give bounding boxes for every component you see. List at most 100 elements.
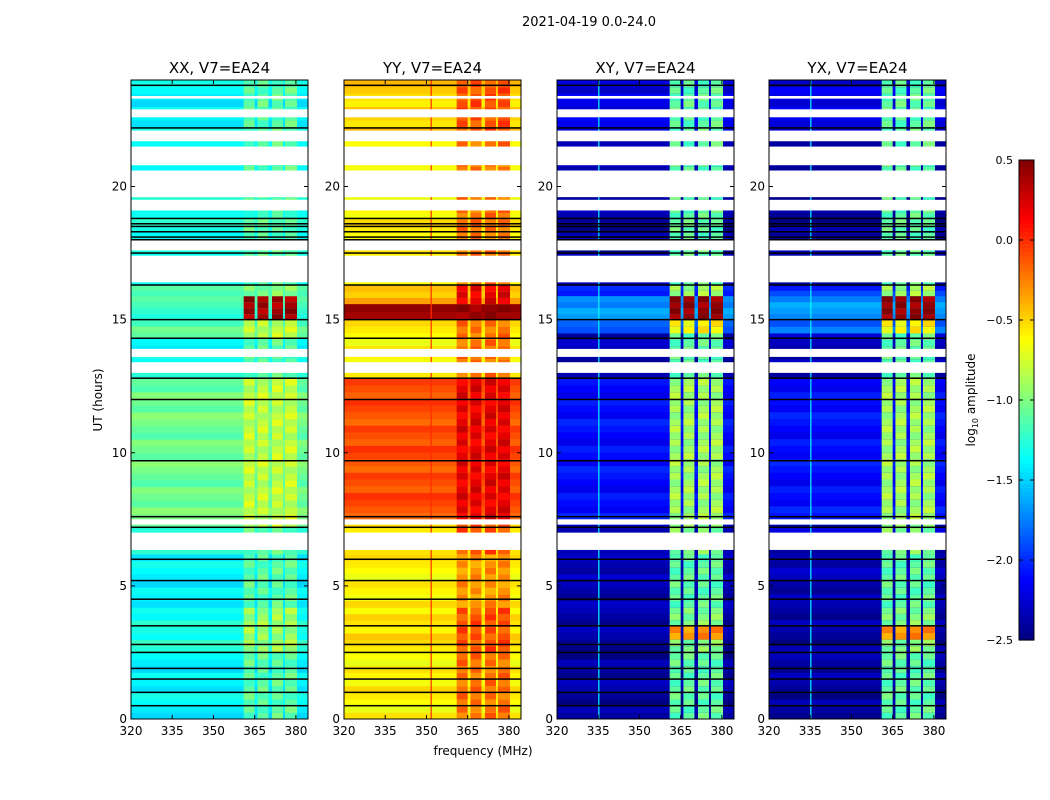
heatmap-cell (344, 600, 521, 608)
gap-line (131, 625, 308, 627)
rfi-cell (257, 290, 269, 297)
heatmap-cell (557, 472, 734, 480)
gap-line (557, 225, 734, 228)
gap-line (769, 598, 946, 600)
heatmap-cell (769, 645, 946, 653)
rfi-cell (669, 431, 681, 440)
rfi-cell (683, 398, 695, 406)
rfi-cell (456, 672, 468, 680)
rfi-cell (257, 639, 269, 647)
heatmap-cell (344, 679, 521, 687)
rfi-cell (484, 378, 496, 386)
gap-line (769, 337, 946, 340)
rfi-cell (257, 567, 269, 575)
heatmap-cell (769, 672, 946, 680)
heatmap-cell (344, 425, 521, 433)
rfi-cell (710, 613, 724, 621)
rfi-cell (909, 405, 921, 413)
rfi-cell (710, 712, 724, 720)
gap-line (557, 398, 734, 401)
heatmap-cell (344, 633, 521, 641)
heatmap-cell (557, 573, 734, 582)
colorbar-swatch (1019, 380, 1034, 385)
rfi-cell (697, 600, 709, 608)
rfi-cell (669, 319, 681, 327)
rfi-cell (470, 613, 482, 621)
colorbar-label-rest: amplitude (964, 354, 978, 418)
heatmap-cell (557, 431, 734, 440)
rfi-cell (257, 412, 269, 420)
y-tick-label: 10 (538, 446, 553, 460)
heatmap-cell (557, 685, 734, 693)
rfi-cell (271, 600, 283, 608)
colorbar-swatch (1019, 284, 1034, 289)
rfi-cell (669, 425, 681, 433)
heatmap-cell (557, 339, 734, 347)
rfi-cell (456, 560, 468, 568)
heatmap-cell (131, 231, 308, 239)
rfi-cell (895, 458, 907, 467)
rfi-cell (909, 639, 921, 647)
rfi-cell (257, 659, 269, 667)
heatmap-cell (131, 391, 308, 400)
rfi-cell (683, 445, 695, 453)
rfi-cell (697, 86, 709, 94)
colorbar-swatch (1019, 560, 1034, 565)
heatmap-cell (131, 452, 308, 461)
rfi-cell (470, 80, 482, 88)
rfi-cell (456, 297, 468, 305)
heatmap-cell (557, 252, 734, 260)
rfi-cell (243, 391, 255, 400)
rfi-cell (669, 458, 681, 467)
rfi-cell (881, 478, 893, 487)
rfi-cell (697, 692, 709, 700)
rfi-cell (497, 431, 511, 440)
rfi-cell (669, 712, 681, 720)
rfi-cell (284, 80, 298, 88)
rfi-cell (895, 587, 907, 595)
heatmap-cell (344, 319, 521, 327)
rfi-cell (271, 86, 283, 94)
rfi-cell (710, 485, 724, 493)
rfi-cell (881, 332, 893, 340)
flagged-band (769, 170, 946, 198)
rfi-cell (697, 485, 709, 493)
rfi-cell (683, 600, 695, 608)
heatmap-cell (344, 699, 521, 707)
rfi-cell (271, 218, 283, 226)
rfi-cell (456, 485, 468, 493)
colorbar-swatch (1019, 200, 1034, 205)
rfi-cell (243, 567, 255, 575)
rfi-cell (683, 405, 695, 413)
rfi-cell (470, 659, 482, 667)
rfi-cell (909, 295, 921, 303)
rfi-cell (922, 625, 936, 633)
rfi-cell (922, 290, 936, 297)
rfi-cell (683, 567, 695, 575)
heatmap-cell (769, 526, 946, 534)
rfi-cell (881, 567, 893, 575)
colorbar-swatch (1019, 428, 1034, 433)
rfi-cell (895, 499, 907, 507)
rfi-cell (710, 547, 724, 555)
rfi-cell (271, 439, 283, 447)
rfi-cell (271, 332, 283, 339)
rfi-cell (243, 452, 255, 461)
y-tick-label: 15 (112, 313, 127, 327)
rfi-cell (683, 384, 695, 393)
gap-line (131, 459, 308, 462)
rfi-cell (284, 639, 298, 647)
y-tick-label: 20 (750, 180, 765, 194)
rfi-cell (470, 639, 482, 647)
rfi-cell (895, 126, 907, 134)
colorbar-swatch (1019, 348, 1034, 353)
rfi-cell (922, 639, 936, 647)
heatmap-cell (769, 80, 946, 88)
rfi-cell (697, 285, 709, 291)
rfi-cell (881, 705, 893, 713)
rfi-cell (484, 445, 496, 453)
rfi-cell (895, 391, 907, 399)
gap-line (769, 84, 946, 87)
heatmap-cell (344, 553, 521, 562)
rfi-cell (243, 405, 255, 413)
